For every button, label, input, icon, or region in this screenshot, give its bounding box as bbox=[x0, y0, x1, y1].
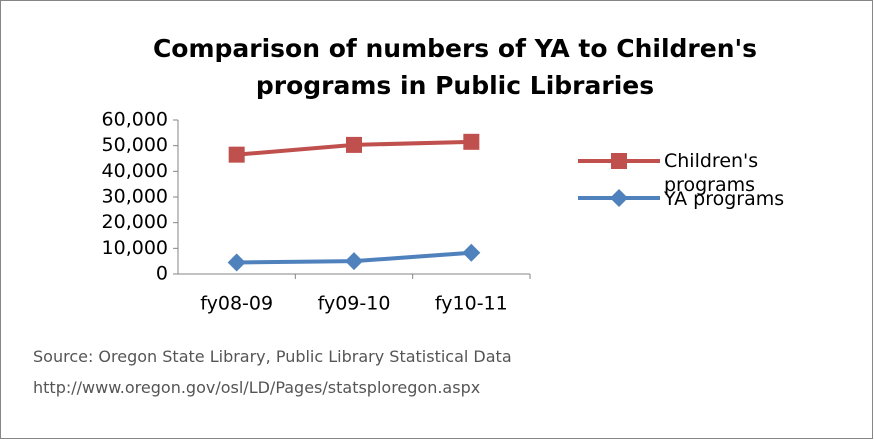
legend-marker bbox=[610, 189, 628, 207]
data-point bbox=[462, 243, 481, 262]
y-tick-label: 50,000 bbox=[102, 134, 168, 156]
chart-title: Comparison of numbers of YA to Children'… bbox=[152, 34, 758, 100]
data-point bbox=[227, 253, 246, 272]
x-tick-label: fy09-10 bbox=[318, 293, 391, 315]
data-point bbox=[228, 146, 245, 163]
data-point bbox=[463, 133, 480, 150]
y-tick-label: 0 bbox=[156, 263, 168, 285]
x-tick-label: fy08-09 bbox=[200, 293, 273, 315]
y-tick-label: 10,000 bbox=[102, 237, 168, 259]
legend-label: Children's programs bbox=[664, 150, 759, 196]
y-tick-label: 30,000 bbox=[102, 186, 168, 208]
data-point bbox=[345, 252, 363, 271]
source-url: http://www.oregon.gov/osl/LD/Pages/stats… bbox=[33, 378, 481, 397]
y-tick-label: 40,000 bbox=[102, 160, 168, 182]
data-point bbox=[346, 136, 362, 153]
legend-label: YA programs bbox=[664, 188, 785, 210]
y-tick-label: 60,000 bbox=[102, 109, 168, 131]
y-tick-label: 20,000 bbox=[102, 211, 168, 233]
source-note: Source: Oregon State Library, Public Lib… bbox=[33, 347, 512, 366]
legend-marker bbox=[611, 153, 627, 169]
x-tick-label: fy10-11 bbox=[435, 293, 508, 315]
